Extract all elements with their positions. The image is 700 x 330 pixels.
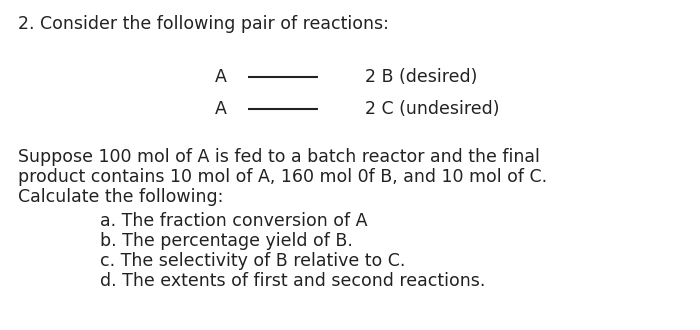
Text: 2 B (desired): 2 B (desired): [365, 68, 477, 86]
Text: a. The fraction conversion of A: a. The fraction conversion of A: [100, 212, 368, 230]
Text: Suppose 100 mol of A is fed to a batch reactor and the final: Suppose 100 mol of A is fed to a batch r…: [18, 148, 540, 166]
Text: 2. Consider the following pair of reactions:: 2. Consider the following pair of reacti…: [18, 15, 389, 33]
Text: b. The percentage yield of B.: b. The percentage yield of B.: [100, 232, 353, 250]
Text: d. The extents of first and second reactions.: d. The extents of first and second react…: [100, 272, 485, 290]
Text: c. The selectivity of B relative to C.: c. The selectivity of B relative to C.: [100, 252, 405, 270]
Text: product contains 10 mol of A, 160 mol 0f B, and 10 mol of C.: product contains 10 mol of A, 160 mol 0f…: [18, 168, 547, 186]
Text: A: A: [215, 68, 227, 86]
Text: 2 C (undesired): 2 C (undesired): [365, 100, 500, 118]
Text: A: A: [215, 100, 227, 118]
Text: Calculate the following:: Calculate the following:: [18, 188, 223, 206]
